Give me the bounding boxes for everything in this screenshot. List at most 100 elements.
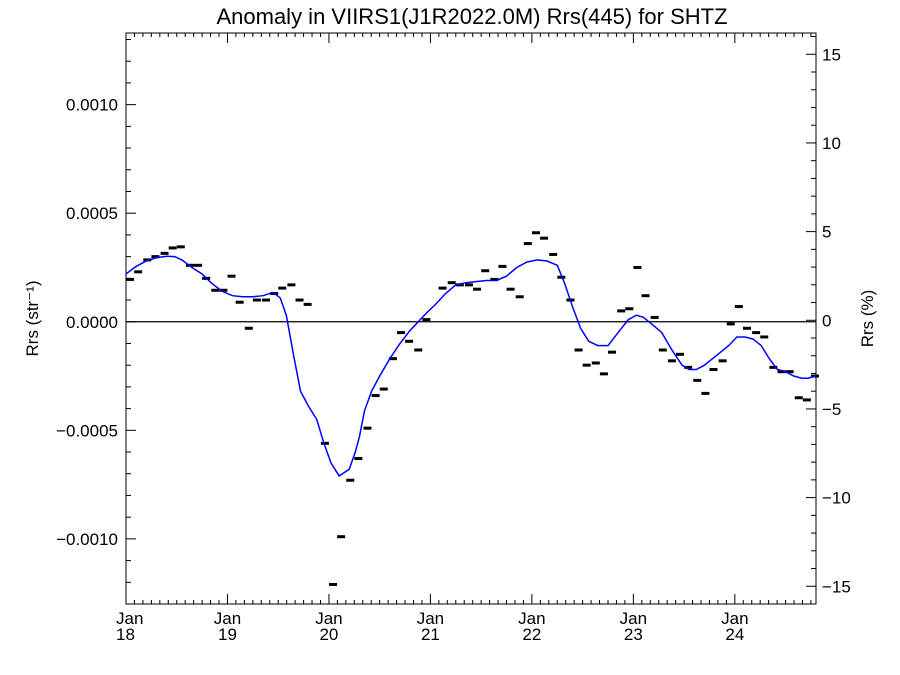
data-point — [473, 287, 482, 291]
x-tick-label-month: Jan — [620, 609, 647, 628]
data-point — [574, 348, 583, 352]
x-tick-label-year: 24 — [725, 625, 744, 644]
data-point — [363, 426, 372, 430]
data-point — [490, 277, 499, 281]
data-point — [726, 322, 735, 326]
data-point — [244, 326, 253, 330]
y-right-tick-label: −15 — [822, 577, 851, 596]
data-point — [557, 275, 566, 279]
data-point — [143, 258, 152, 262]
data-point — [287, 283, 296, 287]
data-point — [591, 361, 600, 365]
x-tick-label-month: Jan — [721, 609, 748, 628]
data-point — [599, 372, 608, 376]
y-right-tick-label: −5 — [822, 400, 841, 419]
data-point — [658, 348, 667, 352]
data-point — [549, 252, 558, 256]
data-point — [388, 357, 397, 361]
data-point — [252, 298, 261, 302]
data-point — [617, 309, 626, 313]
y-right-tick-label: 5 — [822, 223, 831, 242]
data-point — [531, 231, 540, 235]
x-tick-label-month: Jan — [315, 609, 342, 628]
data-point — [633, 265, 642, 269]
data-point — [701, 391, 710, 395]
data-point — [498, 264, 507, 268]
data-point — [371, 394, 380, 398]
x-tick-label-month: Jan — [116, 609, 143, 628]
data-point — [608, 350, 617, 354]
data-point — [134, 270, 143, 274]
y-left-tick-label: 0.0000 — [66, 313, 118, 332]
data-point — [676, 352, 685, 356]
y-right-tick-label: 10 — [822, 134, 841, 153]
axis-ticks — [125, 33, 816, 605]
data-point — [718, 359, 727, 363]
data-point — [227, 274, 236, 278]
data-point — [438, 286, 447, 290]
x-tick-label-month: Jan — [518, 609, 545, 628]
data-point — [650, 315, 659, 319]
x-tick-label-year: 19 — [218, 625, 237, 644]
data-point — [405, 339, 414, 343]
chart-title: Anomaly in VIIRS1(J1R2022.0M) Rrs(445) f… — [216, 4, 727, 29]
data-point — [329, 582, 337, 586]
anomaly-points — [126, 231, 819, 586]
data-point — [346, 478, 355, 482]
y-left-tick-label: −0.0010 — [56, 530, 118, 549]
data-point — [464, 283, 473, 287]
x-tick-label-month: Jan — [214, 609, 241, 628]
data-point — [337, 535, 346, 539]
data-point — [194, 263, 203, 267]
data-point — [379, 387, 388, 391]
data-point — [709, 368, 718, 372]
data-point — [760, 335, 769, 339]
data-point — [211, 288, 220, 292]
x-tick-label-year: 20 — [319, 625, 338, 644]
data-point — [794, 396, 803, 400]
data-point — [303, 302, 312, 306]
x-tick-label-year: 23 — [624, 625, 643, 644]
data-point — [693, 378, 702, 382]
data-point — [785, 370, 794, 374]
y-right-tick-label: 0 — [822, 311, 831, 330]
data-point — [625, 307, 634, 311]
y-left-tick-label: −0.0005 — [56, 421, 118, 440]
data-point — [667, 359, 676, 363]
y-right-tick-label: −10 — [822, 489, 851, 508]
data-point — [523, 242, 532, 246]
data-point — [396, 331, 405, 335]
plot-frame — [125, 32, 817, 605]
data-point — [769, 365, 778, 369]
x-tick-label-year: 18 — [116, 625, 135, 644]
data-point — [126, 277, 135, 281]
data-point — [320, 441, 329, 445]
y-axis-label-right: Rrs (%) — [858, 290, 877, 348]
data-point — [235, 300, 244, 304]
data-point — [641, 294, 650, 298]
x-tick-label-month: Jan — [417, 609, 444, 628]
y-left-tick-label: 0.0005 — [66, 204, 118, 223]
data-point — [160, 251, 169, 255]
y-left-tick-label: 0.0010 — [66, 96, 118, 115]
data-point — [354, 457, 363, 461]
data-point — [455, 283, 464, 287]
data-point — [176, 245, 185, 249]
y-right-tick-label: 15 — [822, 45, 841, 64]
y-axis-label-left: Rrs (str⁻¹) — [23, 280, 42, 356]
data-point — [582, 363, 591, 367]
data-point — [515, 295, 524, 299]
data-point — [295, 298, 304, 302]
data-point — [734, 305, 743, 309]
x-tick-label-year: 22 — [522, 625, 541, 644]
data-point — [422, 318, 431, 322]
data-point — [752, 331, 761, 335]
data-point — [802, 398, 811, 402]
smoothed-line — [125, 255, 817, 477]
data-point — [481, 269, 490, 273]
data-point — [168, 246, 177, 250]
data-point — [414, 348, 423, 352]
data-point — [540, 236, 549, 240]
data-point — [777, 370, 786, 374]
